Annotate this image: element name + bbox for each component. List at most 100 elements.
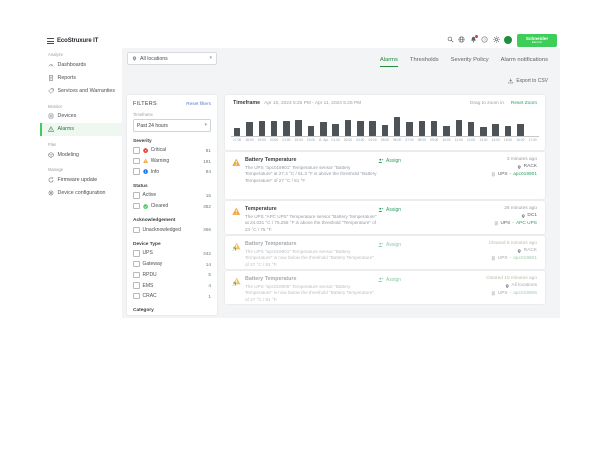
sidebar-item-modeling[interactable]: Modeling — [40, 148, 122, 161]
chart-tick-label: 04:00 — [368, 138, 377, 142]
assign-button[interactable]: Assign — [378, 277, 401, 283]
chart-bar — [317, 122, 329, 136]
timeframe-range: Apr 10, 2024 5:25 PM - Apr 11, 2024 5:25… — [264, 101, 362, 106]
chart-bar — [502, 126, 514, 136]
filter-option-crac[interactable]: CRAC 1 — [133, 291, 211, 302]
tab-alarms[interactable]: Alarms — [379, 57, 398, 67]
settings-gear-icon[interactable] — [493, 36, 500, 43]
help-icon[interactable] — [481, 36, 488, 43]
filter-option-rpdu[interactable]: RPDU 5 — [133, 270, 211, 281]
sidebar-item-dashboards[interactable]: Dashboards — [40, 58, 122, 71]
tab-severity-policy[interactable]: Severity Policy — [450, 57, 489, 63]
alarm-description: The UPS "apc019905" Temperature sensor "… — [245, 283, 374, 303]
filter-group-acknowledgement: Acknowledgement — [133, 217, 176, 223]
alarm-device[interactable]: UPS - APC UPS — [494, 221, 537, 226]
sidebar-item-services-warranties[interactable]: Services and Warranties — [40, 84, 122, 97]
alarm-device[interactable]: UPS - apc019901 — [491, 172, 537, 177]
chart-bar — [293, 120, 305, 136]
hamburger-menu-icon[interactable] — [47, 38, 54, 44]
schneider-electric-logo: Schneider Electric — [517, 34, 557, 47]
alarm-frequency-chart-card: Timeframe Apr 10, 2024 5:25 PM - Apr 11,… — [225, 95, 545, 150]
filter-option-active[interactable]: Active 16 — [133, 190, 211, 201]
topbar-icons — [447, 34, 512, 44]
checkbox[interactable] — [133, 157, 140, 165]
sidebar-section-monitor: Monitor — [48, 103, 62, 109]
filter-count: 16 — [205, 192, 211, 198]
notification-badge — [474, 34, 478, 38]
alarm-card[interactable]: Temperature The UPS "APC UPS" Temperatur… — [225, 201, 545, 234]
filter-option-gateway[interactable]: Gateway 14 — [133, 259, 211, 270]
assign-button[interactable]: Assign — [378, 242, 401, 248]
reset-zoom-button[interactable]: Reset Zoom — [510, 101, 537, 106]
filter-option-critical[interactable]: Critical 81 — [133, 145, 211, 156]
checkbox[interactable] — [133, 250, 140, 257]
filter-option-ups[interactable]: UPS 342 — [133, 248, 211, 259]
location-filter-dropdown[interactable]: All locations ▾ — [127, 52, 217, 65]
filter-option-cleared[interactable]: Cleared 352 — [133, 201, 211, 212]
chart-tick-label: 17:00 — [528, 138, 537, 142]
alarm-location[interactable]: All locations — [486, 283, 537, 288]
assign-button[interactable]: Assign — [378, 158, 401, 164]
alarm-device[interactable]: UPS - apc019901 — [489, 256, 537, 261]
firmware-update-icon — [48, 177, 54, 183]
warning-icon — [232, 158, 241, 167]
filter-count: 191 — [203, 158, 211, 164]
export-csv-button[interactable]: Export to CSV — [508, 78, 548, 84]
warning-cleared-icon — [232, 277, 241, 286]
chart-bar — [366, 121, 378, 136]
chart-tick-label: 05:00 — [380, 138, 390, 142]
search-icon[interactable] — [447, 36, 454, 43]
alarm-device[interactable]: UPS - apc019905 — [486, 291, 537, 296]
checkbox[interactable] — [133, 192, 140, 199]
alarm-title: Battery Temperature — [245, 241, 297, 247]
device-link[interactable]: apc019905 — [513, 290, 537, 296]
chart-bar — [330, 124, 342, 136]
chart-tick-label: 13:00 — [479, 138, 488, 142]
device-link[interactable]: apc019901 — [513, 255, 537, 261]
checkbox[interactable] — [133, 260, 140, 268]
timeframe-select[interactable]: Past 24 hours ▾ — [133, 119, 211, 132]
alarm-title: Temperature — [245, 206, 277, 212]
checkbox[interactable] — [133, 282, 140, 289]
alarm-location[interactable]: RACK — [491, 164, 537, 169]
sidebar-item-reports[interactable]: Reports — [40, 71, 122, 84]
filter-count: 352 — [203, 203, 211, 209]
assign-button[interactable]: Assign — [378, 207, 401, 213]
alarm-location[interactable]: DC1 — [494, 213, 537, 218]
checkbox[interactable] — [133, 202, 140, 210]
filter-group-status: Status — [133, 183, 148, 189]
filter-group-severity: Severity — [133, 138, 152, 144]
filter-option-info[interactable]: Info 94 — [133, 166, 211, 177]
alarm-title: Battery Temperature — [245, 157, 297, 163]
ups-device-icon — [491, 256, 496, 261]
notifications-bell-icon[interactable] — [470, 34, 478, 43]
dashboard-icon — [48, 62, 54, 68]
sidebar-item-alarms[interactable]: Alarms — [40, 122, 122, 137]
filter-option-ems[interactable]: EMS 4 — [133, 280, 211, 291]
alarm-frequency-chart[interactable] — [231, 112, 539, 137]
content-area: All locations ▾ Alarms Thresholds Severi… — [122, 48, 560, 318]
device-link[interactable]: apc019901 — [513, 171, 537, 177]
device-link[interactable]: APC UPS — [515, 220, 537, 226]
globe-icon[interactable] — [458, 36, 465, 43]
alarm-location[interactable]: RACK — [489, 248, 537, 253]
chart-tick-label: 17:00 — [233, 138, 242, 142]
alarm-card[interactable]: Battery Temperature The UPS "apc019901" … — [225, 152, 545, 199]
chart-bar — [490, 124, 502, 136]
tab-alarm-notifications[interactable]: Alarm notifications — [500, 57, 548, 63]
sidebar-item-firmware-update[interactable]: Firmware update — [40, 173, 122, 186]
reset-filters-button[interactable]: Reset filters — [186, 101, 211, 106]
filter-option-warning[interactable]: Warning 191 — [133, 156, 211, 167]
alarm-card[interactable]: Battery Temperature The UPS "apc019905" … — [225, 271, 545, 304]
checkbox[interactable] — [133, 271, 140, 279]
user-avatar[interactable] — [504, 35, 512, 44]
alarm-card[interactable]: Battery Temperature The UPS "apc019901" … — [225, 236, 545, 269]
filter-option-unacknowledged[interactable]: Unacknowledged 366 — [133, 224, 211, 235]
sidebar-item-device-configuration[interactable]: Device configuration — [40, 186, 122, 199]
checkbox[interactable] — [133, 147, 140, 154]
checkbox[interactable] — [133, 292, 140, 300]
checkbox[interactable] — [133, 168, 140, 175]
checkbox[interactable] — [133, 226, 140, 234]
tab-thresholds[interactable]: Thresholds — [409, 57, 439, 63]
sidebar-item-devices[interactable]: Devices — [40, 110, 122, 123]
